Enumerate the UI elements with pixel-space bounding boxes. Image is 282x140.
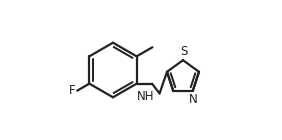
Text: S: S — [180, 45, 187, 58]
Text: F: F — [69, 84, 76, 97]
Text: N: N — [189, 93, 198, 106]
Text: NH: NH — [137, 90, 155, 103]
